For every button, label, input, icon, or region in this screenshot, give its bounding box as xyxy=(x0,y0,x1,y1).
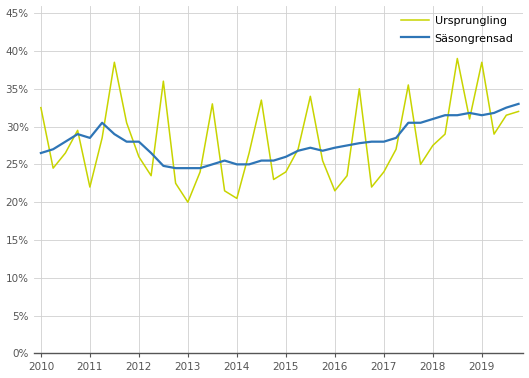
Säsongrensad xyxy=(99,121,105,125)
Ursprungling xyxy=(515,109,522,114)
Säsongrensad xyxy=(270,158,277,163)
Ursprungling xyxy=(344,174,350,178)
Säsongrensad xyxy=(136,139,142,144)
Ursprungling xyxy=(368,185,375,189)
Säsongrensad xyxy=(111,132,117,136)
Ursprungling xyxy=(381,170,387,174)
Ursprungling xyxy=(417,162,424,167)
Säsongrensad xyxy=(87,136,93,140)
Ursprungling xyxy=(258,98,264,102)
Säsongrensad xyxy=(344,143,350,148)
Ursprungling xyxy=(430,143,436,148)
Ursprungling xyxy=(442,132,448,136)
Säsongrensad xyxy=(307,146,314,150)
Säsongrensad xyxy=(50,147,56,152)
Ursprungling xyxy=(393,147,399,152)
Ursprungling xyxy=(136,155,142,159)
Ursprungling xyxy=(185,200,191,204)
Ursprungling xyxy=(123,121,130,125)
Ursprungling xyxy=(222,189,228,193)
Ursprungling xyxy=(99,136,105,140)
Ursprungling xyxy=(320,158,326,163)
Ursprungling xyxy=(38,105,44,110)
Ursprungling xyxy=(160,79,167,84)
Säsongrensad xyxy=(320,149,326,153)
Säsongrensad xyxy=(38,151,44,155)
Ursprungling xyxy=(87,185,93,189)
Säsongrensad xyxy=(234,162,240,167)
Ursprungling xyxy=(454,56,460,61)
Säsongrensad xyxy=(246,162,252,167)
Ursprungling xyxy=(332,189,338,193)
Säsongrensad xyxy=(381,139,387,144)
Ursprungling xyxy=(270,177,277,182)
Säsongrensad xyxy=(356,141,362,146)
Säsongrensad xyxy=(123,139,130,144)
Säsongrensad xyxy=(148,151,154,155)
Legend: Ursprungling, Säsongrensad: Ursprungling, Säsongrensad xyxy=(397,11,518,48)
Säsongrensad xyxy=(454,113,460,118)
Säsongrensad xyxy=(75,132,81,136)
Säsongrensad xyxy=(479,113,485,118)
Ursprungling xyxy=(234,196,240,201)
Säsongrensad xyxy=(467,111,473,115)
Säsongrensad xyxy=(491,111,497,115)
Ursprungling xyxy=(491,132,497,136)
Säsongrensad xyxy=(185,166,191,170)
Line: Ursprungling: Ursprungling xyxy=(41,59,518,202)
Ursprungling xyxy=(467,117,473,121)
Ursprungling xyxy=(209,102,215,106)
Ursprungling xyxy=(295,147,301,152)
Säsongrensad xyxy=(209,162,215,167)
Säsongrensad xyxy=(515,102,522,106)
Säsongrensad xyxy=(62,139,69,144)
Säsongrensad xyxy=(417,121,424,125)
Ursprungling xyxy=(148,174,154,178)
Säsongrensad xyxy=(197,166,203,170)
Säsongrensad xyxy=(368,139,375,144)
Säsongrensad xyxy=(430,117,436,121)
Säsongrensad xyxy=(160,164,167,168)
Säsongrensad xyxy=(442,113,448,118)
Ursprungling xyxy=(503,113,509,118)
Säsongrensad xyxy=(295,149,301,153)
Säsongrensad xyxy=(393,136,399,140)
Säsongrensad xyxy=(332,146,338,150)
Ursprungling xyxy=(50,166,56,170)
Ursprungling xyxy=(282,170,289,174)
Säsongrensad xyxy=(172,166,179,170)
Ursprungling xyxy=(246,151,252,155)
Ursprungling xyxy=(197,170,203,174)
Ursprungling xyxy=(111,60,117,65)
Säsongrensad xyxy=(282,155,289,159)
Ursprungling xyxy=(172,181,179,186)
Ursprungling xyxy=(75,128,81,133)
Säsongrensad xyxy=(503,105,509,110)
Säsongrensad xyxy=(222,158,228,163)
Säsongrensad xyxy=(258,158,264,163)
Ursprungling xyxy=(62,151,69,155)
Ursprungling xyxy=(405,83,412,87)
Line: Säsongrensad: Säsongrensad xyxy=(41,104,518,168)
Ursprungling xyxy=(356,87,362,91)
Säsongrensad xyxy=(405,121,412,125)
Ursprungling xyxy=(479,60,485,65)
Ursprungling xyxy=(307,94,314,99)
